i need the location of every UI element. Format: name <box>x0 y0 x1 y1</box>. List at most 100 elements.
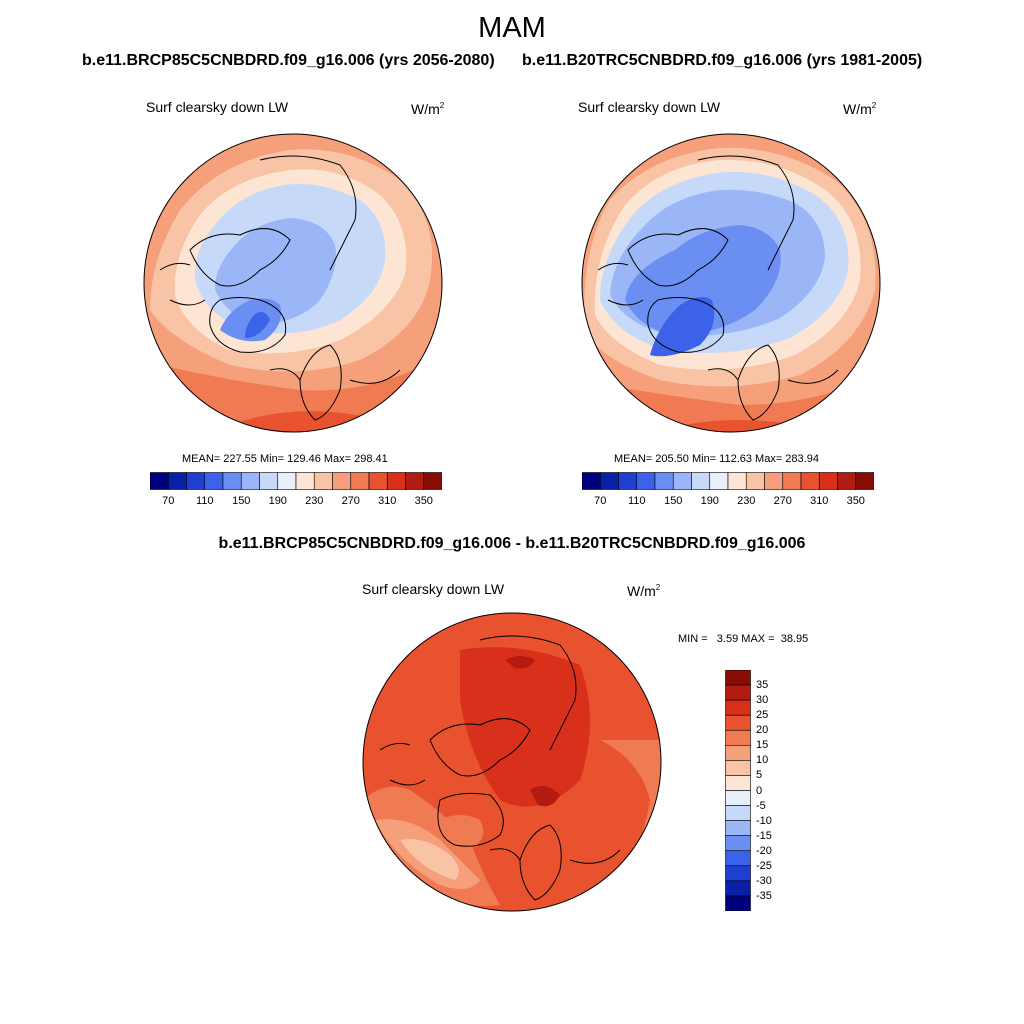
right-colorbar-swatch <box>618 472 638 490</box>
diff-colorbar-label: -10 <box>756 814 772 827</box>
left-colorbar-swatch <box>150 472 169 490</box>
diff-colorbar-label: 35 <box>756 679 769 692</box>
diff-colorbar-swatch <box>725 760 751 776</box>
left-map-outline <box>143 133 443 433</box>
figure-title: MAM <box>478 12 546 44</box>
right-map <box>582 134 880 432</box>
diff-units-label: W/m2 <box>627 583 661 599</box>
diff-colorbar <box>725 670 751 911</box>
right-colorbar-swatch <box>745 472 765 490</box>
diff-colorbar-swatch <box>725 880 751 897</box>
left-case-title: b.e11.BRCP85C5CNBDRD.f09_g16.006 (yrs 20… <box>82 52 495 69</box>
diff-stats: MIN = 3.59 MAX = 38.95 <box>678 633 809 645</box>
left-colorbar-swatch <box>295 472 315 490</box>
right-colorbar-labels: 70 110 150 190 230 270 310 350 <box>582 495 874 509</box>
left-colorbar-swatch <box>332 472 352 490</box>
diff-colorbar-label: -30 <box>756 874 772 887</box>
left-colorbar-swatch <box>204 472 224 490</box>
diff-colorbar-label: 5 <box>756 769 763 782</box>
left-colorbar-swatch <box>186 472 206 490</box>
diff-colorbar-swatch <box>725 775 751 791</box>
left-stats: MEAN= 227.55 Min= 129.46 Max= 298.41 <box>182 453 388 465</box>
diff-colorbar-swatch <box>725 670 751 686</box>
right-colorbar-swatch <box>782 472 802 490</box>
right-colorbar <box>582 472 874 490</box>
diff-colorbar-swatch <box>725 790 751 806</box>
left-colorbar-swatch <box>277 472 297 490</box>
right-colorbar-label: 190 <box>700 495 719 507</box>
left-colorbar-swatch <box>423 472 442 490</box>
diff-map-outline <box>362 612 662 912</box>
right-colorbar-swatch <box>837 472 857 490</box>
diff-colorbar-swatch <box>725 820 751 836</box>
left-colorbar-label: 270 <box>341 495 360 507</box>
right-colorbar-swatch <box>691 472 711 490</box>
diff-colorbar-swatch <box>725 729 751 746</box>
diff-colorbar-label: -15 <box>756 829 772 842</box>
left-units-label: W/m2 <box>411 101 445 117</box>
right-map-outline <box>581 133 881 433</box>
left-colorbar-swatch <box>222 472 242 490</box>
diff-map <box>363 613 661 911</box>
right-colorbar-swatch <box>727 472 747 490</box>
left-colorbar-label: 150 <box>232 495 251 507</box>
right-colorbar-label: 230 <box>737 495 756 507</box>
left-colorbar-swatch <box>240 472 260 490</box>
right-colorbar-label: 270 <box>773 495 792 507</box>
right-colorbar-swatch <box>818 472 838 490</box>
right-colorbar-label: 110 <box>627 495 646 507</box>
right-colorbar-swatch <box>636 472 656 490</box>
diff-colorbar-label: -35 <box>756 889 772 902</box>
diff-colorbar-label: -25 <box>756 859 772 872</box>
diff-colorbar-swatch <box>725 835 751 852</box>
left-colorbar-swatch <box>368 472 388 490</box>
right-colorbar-swatch <box>764 472 784 490</box>
right-units-label: W/m2 <box>843 101 877 117</box>
diff-variable-label: Surf clearsky down LW <box>362 581 505 597</box>
diff-colorbar-swatch <box>725 714 751 731</box>
diff-colorbar-swatch <box>725 684 751 701</box>
diff-colorbar-labels: 35 30 25 20 15 10 5 0 -5 -10 -15 -20 -25 -30 -35 <box>756 670 796 911</box>
left-colorbar-swatch <box>350 472 370 490</box>
diff-colorbar-label: -5 <box>756 799 766 812</box>
right-colorbar-label: 350 <box>846 495 865 507</box>
diff-colorbar-label: 30 <box>756 694 769 707</box>
diff-colorbar-swatch <box>725 805 751 821</box>
right-colorbar-label: 70 <box>594 495 607 507</box>
left-colorbar-label: 110 <box>195 495 214 507</box>
right-variable-label: Surf clearsky down LW <box>578 99 721 115</box>
left-colorbar <box>150 472 442 490</box>
right-colorbar-swatch <box>654 472 674 490</box>
diff-colorbar-swatch <box>725 745 751 761</box>
diff-colorbar-label: -20 <box>756 844 772 857</box>
left-colorbar-label: 230 <box>305 495 324 507</box>
diff-colorbar-swatch <box>725 850 751 867</box>
left-colorbar-swatch <box>386 472 406 490</box>
left-colorbar-swatch <box>405 472 425 490</box>
right-colorbar-swatch <box>855 472 874 490</box>
right-colorbar-swatch <box>800 472 820 490</box>
right-colorbar-swatch <box>582 472 601 490</box>
left-colorbar-swatch <box>313 472 333 490</box>
diff-colorbar-swatch <box>725 895 751 911</box>
diff-colorbar-swatch <box>725 865 751 882</box>
diff-colorbar-label: 0 <box>756 784 763 797</box>
left-colorbar-labels: 70 110 150 190 230 270 310 350 <box>150 495 442 509</box>
right-stats: MEAN= 205.50 Min= 112.63 Max= 283.94 <box>614 453 819 465</box>
diff-colorbar-swatch <box>725 699 751 716</box>
left-variable-label: Surf clearsky down LW <box>146 99 289 115</box>
diff-colorbar-label: 15 <box>756 739 769 752</box>
diff-colorbar-label: 20 <box>756 724 769 737</box>
left-colorbar-swatch <box>259 472 279 490</box>
left-colorbar-label: 310 <box>378 495 397 507</box>
left-colorbar-label: 70 <box>162 495 175 507</box>
right-case-title: b.e11.B20TRC5CNBDRD.f09_g16.006 (yrs 198… <box>522 52 923 69</box>
right-colorbar-swatch <box>599 472 619 490</box>
left-colorbar-label: 190 <box>268 495 287 507</box>
right-colorbar-label: 310 <box>810 495 829 507</box>
left-colorbar-swatch <box>167 472 187 490</box>
right-colorbar-swatch <box>672 472 692 490</box>
right-colorbar-label: 150 <box>664 495 683 507</box>
diff-colorbar-label: 10 <box>756 754 769 767</box>
